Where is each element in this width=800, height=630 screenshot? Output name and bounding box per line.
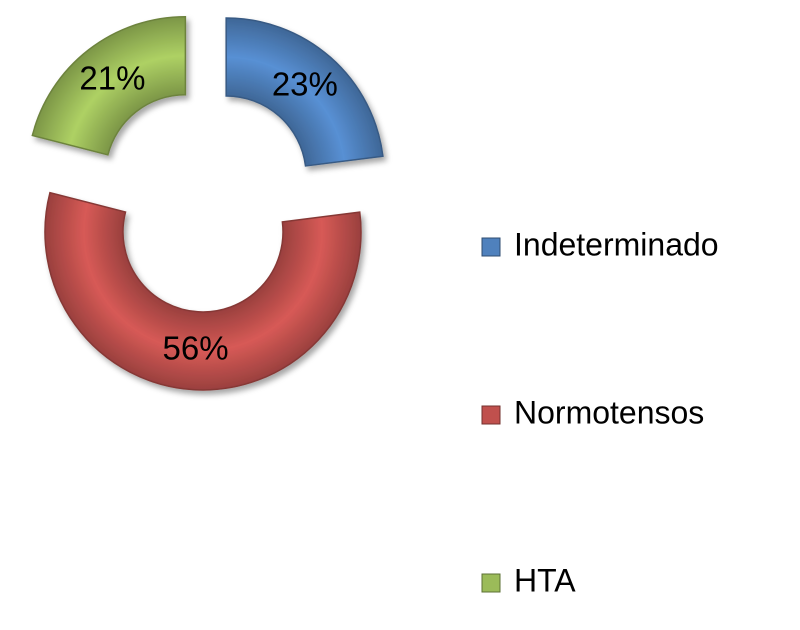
- doughnut-segment: [44, 191, 362, 391]
- legend-swatch: [481, 405, 501, 425]
- legend: Indeterminado Normotensos HTA: [481, 226, 719, 598]
- data-label: 21%: [79, 59, 145, 96]
- data-label: 56%: [162, 329, 228, 366]
- doughnut-segment: [31, 15, 187, 156]
- plot: 23% 56% 21%: [31, 15, 384, 391]
- doughnut-segment: [225, 17, 384, 167]
- legend-label: Normotensos: [514, 394, 704, 430]
- legend-label: HTA: [514, 562, 576, 598]
- legend-swatch: [481, 237, 501, 257]
- data-label: 23%: [272, 65, 338, 102]
- legend-label: Indeterminado: [514, 226, 719, 262]
- legend-swatch: [481, 573, 501, 593]
